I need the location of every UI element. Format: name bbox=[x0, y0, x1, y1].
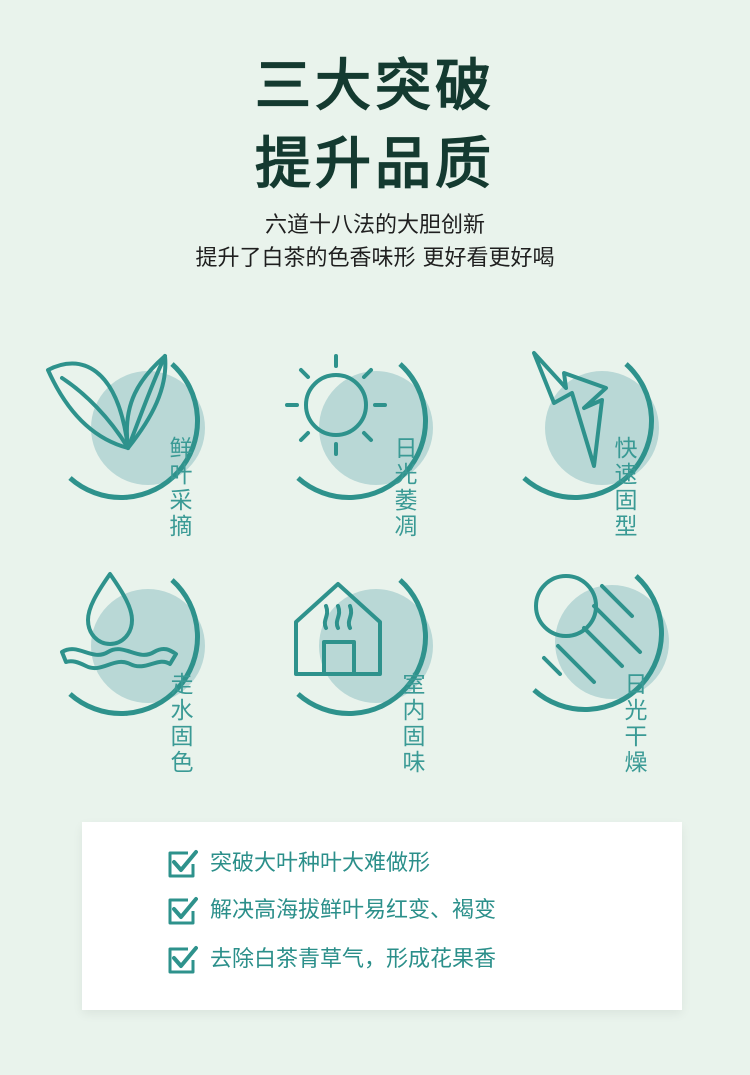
sun-rays-icon bbox=[532, 574, 669, 712]
feature-label: 走水固色 bbox=[170, 672, 194, 776]
benefit-item: 突破大叶种叶大难做形 bbox=[166, 848, 430, 880]
feature-label: 室内固味 bbox=[402, 672, 426, 776]
water-drop-icon bbox=[60, 572, 205, 716]
subtitle-line-1: 六道十八法的大胆创新 bbox=[264, 213, 485, 238]
feature-label: 日光萎凋 bbox=[394, 436, 418, 540]
house-steam-icon bbox=[294, 578, 433, 716]
feature-quick-shaping: 快速固型 bbox=[494, 348, 694, 548]
subtitle-line-2: 提升了白茶的色香味形 更好看更好喝 bbox=[195, 246, 555, 271]
feature-moisture-color-fixing: 走水固色 bbox=[40, 572, 240, 776]
feature-indoor-flavor-fixing: 室内固味 bbox=[268, 572, 468, 776]
title-line-1: 三大突破 bbox=[255, 53, 495, 119]
feature-label: 日光干燥 bbox=[624, 672, 648, 776]
lightning-icon bbox=[522, 351, 659, 500]
benefit-text: 去除白茶青草气，形成花果香 bbox=[210, 947, 497, 972]
feature-fresh-leaf-picking: 鲜叶采摘 bbox=[40, 348, 240, 548]
sun-icon bbox=[285, 354, 433, 500]
checkbox-icon bbox=[168, 850, 198, 878]
feature-sun-drying: 日光干燥 bbox=[494, 572, 694, 776]
checkbox-icon bbox=[168, 897, 198, 925]
benefits-panel: 突破大叶种叶大难做形 解决高海拔鲜叶易红变、褐变 去除白茶青草气，形成花果香 bbox=[82, 822, 682, 1010]
title-line-2: 提升品质 bbox=[255, 131, 495, 197]
leaves-icon bbox=[46, 354, 205, 500]
feature-label: 快速固型 bbox=[614, 436, 638, 540]
benefit-item: 去除白茶青草气，形成花果香 bbox=[166, 944, 496, 976]
benefit-item: 解决高海拔鲜叶易红变、褐变 bbox=[166, 895, 496, 927]
feature-label: 鲜叶采摘 bbox=[169, 436, 193, 540]
feature-sun-withering: 日光萎凋 bbox=[268, 348, 468, 548]
checkbox-icon bbox=[168, 946, 198, 974]
benefit-text: 解决高海拔鲜叶易红变、褐变 bbox=[210, 898, 497, 923]
benefit-text: 突破大叶种叶大难做形 bbox=[210, 851, 431, 876]
